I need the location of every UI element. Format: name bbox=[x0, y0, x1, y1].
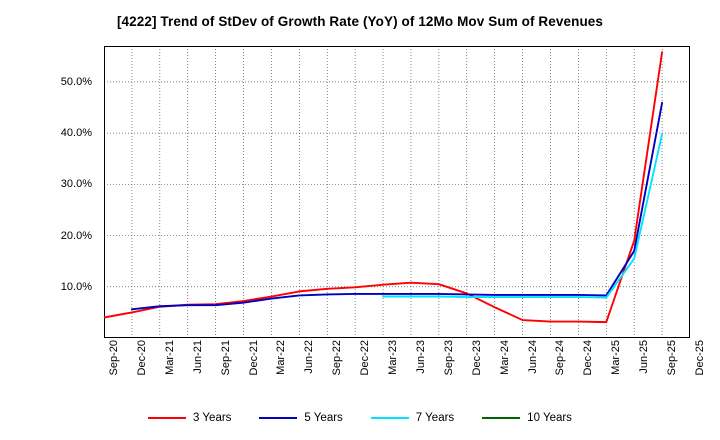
x-tick-label: Jun-25 bbox=[638, 340, 651, 374]
x-tick-label: Mar-21 bbox=[163, 340, 176, 375]
legend-color-swatch bbox=[482, 417, 521, 419]
legend-item[interactable]: 7 Years bbox=[370, 412, 455, 424]
y-tick-label: 40.0% bbox=[60, 127, 92, 140]
y-tick-label: 10.0% bbox=[60, 280, 92, 293]
legend-item[interactable]: 5 Years bbox=[259, 412, 343, 424]
x-tick-label: Dec-23 bbox=[470, 340, 483, 376]
legend-color-swatch bbox=[259, 417, 298, 419]
x-tick-label: Sep-20 bbox=[108, 340, 120, 376]
legend-item[interactable]: 3 Years bbox=[148, 412, 231, 424]
y-axis-tick-labels: 10.0% 20.0% 30.0% 40.0% 50.0% bbox=[0, 46, 100, 338]
legend-label: 7 Years bbox=[415, 412, 455, 424]
x-tick-label: Mar-22 bbox=[275, 340, 288, 375]
x-tick-label: Mar-23 bbox=[387, 340, 400, 375]
x-tick-label: Jun-22 bbox=[303, 340, 316, 374]
legend-color-swatch bbox=[370, 417, 409, 419]
legend-label: 5 Years bbox=[304, 412, 343, 424]
legend-label: 10 Years bbox=[527, 412, 572, 424]
x-tick-label: Jun-24 bbox=[526, 340, 539, 374]
y-tick-label: 50.0% bbox=[60, 75, 92, 88]
series-line-5-years bbox=[130, 101, 664, 311]
x-tick-label: Mar-24 bbox=[498, 340, 511, 375]
legend-color-swatch bbox=[148, 417, 187, 419]
x-tick-label: Sep-21 bbox=[219, 340, 232, 376]
x-axis-tick-labels: Sep-20 Dec-20 Mar-21 Jun-21 Sep-21 Dec-21 Mar-… bbox=[104, 340, 706, 400]
x-tick-label: Mar-25 bbox=[610, 340, 623, 375]
y-tick-label: 30.0% bbox=[60, 178, 92, 191]
legend-item[interactable]: 10 Years bbox=[482, 412, 572, 424]
x-tick-label: Dec-21 bbox=[247, 340, 260, 376]
x-tick-label: Sep-23 bbox=[442, 340, 455, 376]
x-tick-label: Sep-25 bbox=[666, 340, 679, 376]
legend-label: 3 Years bbox=[193, 412, 232, 424]
chart-title: [4222] Trend of StDev of Growth Rate (Yo… bbox=[116, 14, 604, 29]
x-tick-label: Jun-21 bbox=[191, 340, 204, 374]
series-line-7-years bbox=[382, 133, 664, 299]
x-tick-label: Dec-25 bbox=[694, 340, 706, 376]
x-tick-label: Sep-22 bbox=[331, 340, 344, 376]
chart-legend: 3 Years 5 Years 7 Years 10 Years bbox=[0, 405, 720, 431]
plot-area bbox=[104, 46, 690, 338]
plot-frame bbox=[104, 46, 690, 338]
x-tick-label: Dec-24 bbox=[582, 340, 595, 376]
x-tick-label: Dec-20 bbox=[135, 340, 148, 376]
chart-plot-svg bbox=[104, 46, 690, 338]
x-tick-label: Sep-24 bbox=[554, 340, 567, 376]
y-tick-label: 20.0% bbox=[60, 229, 92, 242]
x-tick-label: Dec-22 bbox=[359, 340, 372, 376]
x-tick-label: Jun-23 bbox=[414, 340, 427, 374]
